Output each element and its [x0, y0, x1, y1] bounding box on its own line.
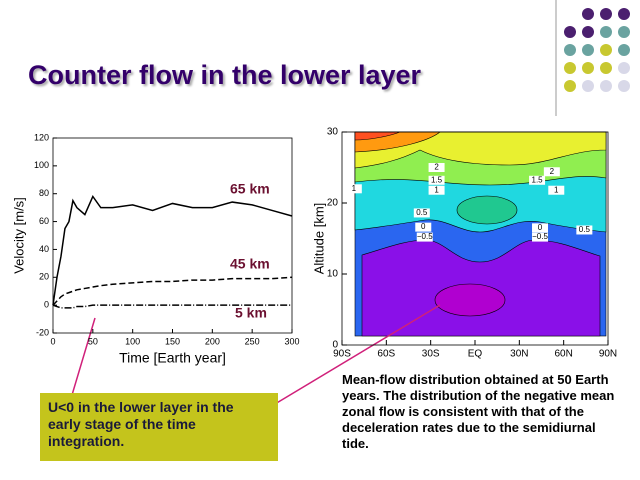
- x-tick-label: 250: [245, 336, 260, 346]
- contour-label: 0.5: [416, 208, 428, 217]
- contour-label-bg: [576, 225, 593, 235]
- y-tick-label: 20: [327, 198, 339, 209]
- y-tick-label: 60: [39, 216, 49, 226]
- x-tick-label: 50: [88, 336, 98, 346]
- x-tick-label: 90N: [599, 349, 617, 360]
- x-tick-label: 60S: [377, 349, 395, 360]
- x-tick-label: 300: [284, 336, 299, 346]
- contour-label-bg: [428, 175, 445, 185]
- y-tick-label: 10: [327, 269, 339, 280]
- contour-label-bg: [529, 175, 546, 185]
- contour-label-bg: [416, 232, 433, 242]
- series-line: [52, 276, 293, 306]
- series-label: 45 km: [230, 256, 270, 272]
- y-tick-label: 20: [39, 272, 49, 282]
- y-tick-label: 100: [34, 160, 49, 170]
- y-tick-label: 0: [44, 300, 49, 310]
- contour-label-bg: [415, 222, 432, 232]
- contour-label: 0: [538, 223, 543, 232]
- series-label: 65 km: [230, 181, 270, 197]
- contour-label-bg: [532, 223, 549, 233]
- y-tick-label: 0: [332, 340, 338, 351]
- x-tick-label: 90S: [333, 349, 351, 360]
- contour-label: 0: [421, 222, 426, 231]
- contour-label: 1.5: [532, 175, 544, 184]
- y-axis-label: Altitude [km]: [311, 203, 326, 275]
- contour-label-bg: [345, 184, 362, 194]
- x-tick-label: 200: [205, 336, 220, 346]
- y-tick-label: 30: [327, 127, 339, 138]
- x-axis-label: Time [Earth year]: [119, 350, 226, 366]
- contour-label: −0.5: [532, 232, 548, 241]
- decor-dots: [564, 8, 630, 92]
- contour-label-bg: [428, 185, 445, 195]
- x-tick-label: 30S: [422, 349, 440, 360]
- contour-label: 0.5: [579, 225, 591, 234]
- callout-arrow: [71, 317, 96, 396]
- contour-label-bg: [413, 208, 430, 218]
- contour-label: 1: [554, 185, 559, 194]
- x-tick-label: 0: [50, 336, 55, 346]
- contour-label-bg: [543, 167, 560, 177]
- y-axis-label: Velocity [m/s]: [11, 197, 26, 274]
- contour-label: −0.5: [417, 232, 433, 241]
- y-tick-label: 80: [39, 188, 49, 198]
- callout-arrow: [269, 304, 441, 408]
- contour-label: 1: [352, 184, 357, 193]
- series-line: [52, 304, 292, 309]
- y-tick-label: 120: [34, 132, 49, 142]
- contour-label: 2: [434, 163, 439, 172]
- x-tick-label: 60N: [554, 349, 572, 360]
- caption: Mean-flow distribution obtained at 50 Ea…: [342, 372, 615, 451]
- series-line: [52, 194, 293, 306]
- contour-label-bg: [532, 232, 549, 242]
- contour-label-bg: [428, 163, 445, 172]
- slide-title: Counter flow in the lower layer: [28, 60, 422, 90]
- contour-field: [354, 131, 607, 337]
- x-tick-label: 100: [125, 336, 140, 346]
- y-tick-label: -20: [36, 327, 49, 337]
- callout-box: U<0 in the lower layer in the early stag…: [40, 393, 278, 461]
- contour-label-bg: [548, 185, 565, 195]
- contour-label: 1.5: [431, 175, 443, 184]
- x-tick-label: 30N: [510, 349, 528, 360]
- y-tick-label: 40: [39, 244, 49, 254]
- series-label: 5 km: [235, 305, 267, 321]
- x-tick-label: EQ: [468, 349, 483, 360]
- contour-label: 2: [550, 167, 555, 176]
- x-tick-label: 150: [165, 336, 180, 346]
- contour-label: 1: [434, 185, 439, 194]
